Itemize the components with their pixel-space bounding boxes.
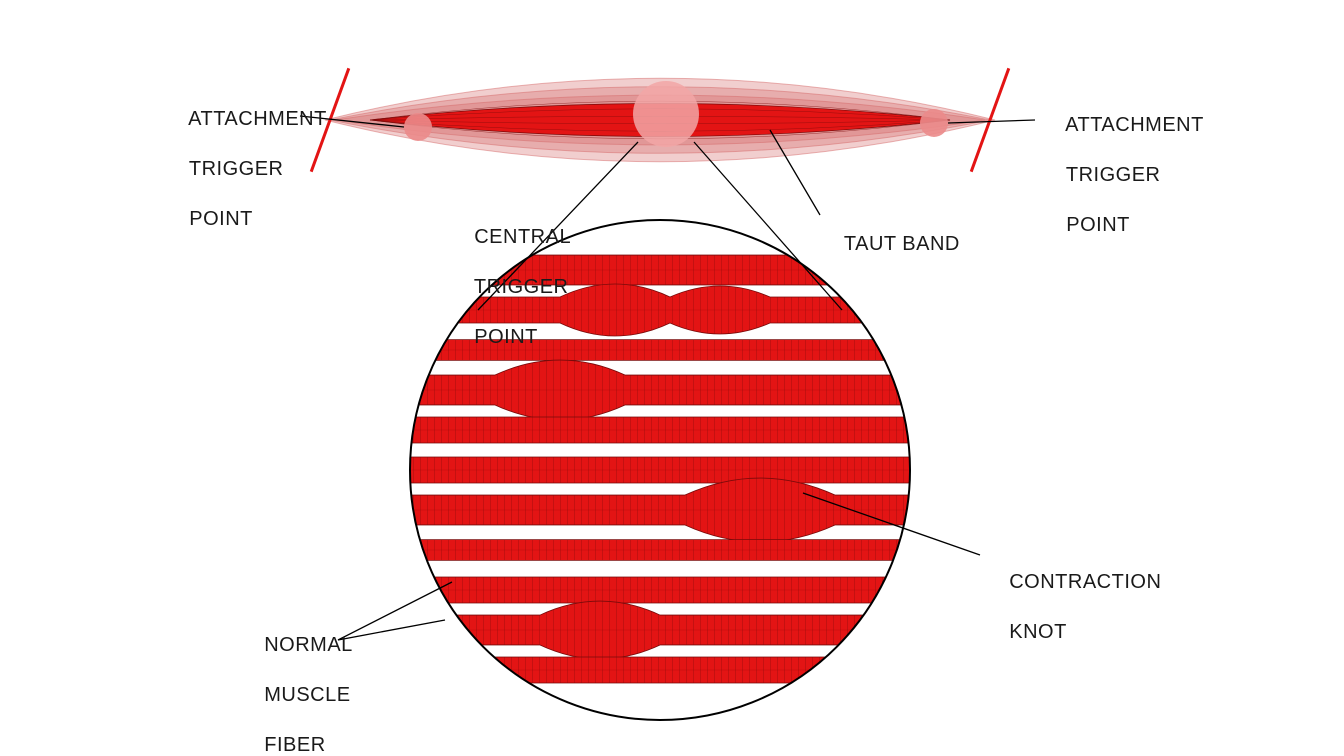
label-central-trigger-point: CENTRAL TRIGGER POINT xyxy=(450,200,571,375)
label-line: POINT xyxy=(1066,214,1130,236)
label-attachment-left: ATTACHMENT TRIGGER POINT xyxy=(165,82,327,257)
label-line: POINT xyxy=(189,208,253,230)
label-line: CENTRAL xyxy=(474,226,571,248)
muscle-group xyxy=(311,68,1009,171)
label-line: FIBER xyxy=(264,734,325,756)
label-attachment-right: ATTACHMENT TRIGGER POINT xyxy=(1042,88,1204,263)
label-line: NORMAL xyxy=(264,634,353,656)
label-line: TRIGGER xyxy=(189,158,284,180)
label-line: MUSCLE xyxy=(264,684,350,706)
label-line: POINT xyxy=(474,326,538,348)
label-line: ATTACHMENT xyxy=(188,108,327,130)
label-line: TRIGGER xyxy=(1066,164,1161,186)
label-line: ATTACHMENT xyxy=(1065,114,1204,136)
label-line: TAUT BAND xyxy=(844,233,960,255)
label-contraction-knot: CONTRACTION KNOT xyxy=(985,545,1161,670)
label-taut-band: TAUT BAND xyxy=(820,207,960,282)
label-line: CONTRACTION xyxy=(1009,571,1161,593)
label-normal-muscle-fiber: NORMAL MUSCLE FIBER xyxy=(240,608,353,756)
diagram-stage: ATTACHMENT TRIGGER POINT ATTACHMENT TRIG… xyxy=(0,0,1344,756)
label-line: KNOT xyxy=(1009,621,1067,643)
label-line: TRIGGER xyxy=(474,276,569,298)
